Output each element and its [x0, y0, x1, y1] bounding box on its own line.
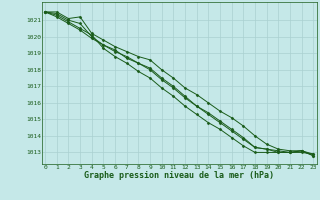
X-axis label: Graphe pression niveau de la mer (hPa): Graphe pression niveau de la mer (hPa): [84, 171, 274, 180]
